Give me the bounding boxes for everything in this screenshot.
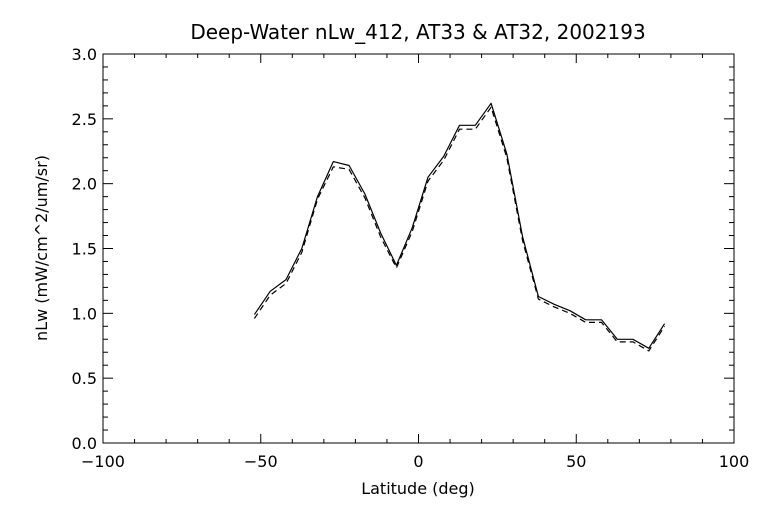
x-tick-label: 100 (719, 452, 750, 471)
series-line-dashed (253, 106, 666, 352)
x-axis-label: Latitude (deg) (361, 479, 475, 498)
chart-title: Deep-Water nLw_412, AT33 & AT32, 2002193 (190, 20, 645, 44)
y-tick-label: 0.5 (72, 369, 97, 388)
y-tick-label: 2.5 (72, 110, 97, 129)
y-tick-label: 0.0 (72, 434, 97, 453)
plot-area: −100 −50 0 50 100 0.0 0.5 1.0 1.5 2.0 2.5 3.0 (72, 45, 750, 471)
x-tick-label: 0 (413, 452, 423, 471)
y-tick-label: 1.0 (72, 304, 97, 323)
y-axis-label: nLw (mW/cm^2/um/sr) (32, 155, 51, 341)
y-tick-label: 3.0 (72, 45, 97, 64)
plot-frame (102, 53, 735, 444)
y-tick-label: 1.5 (72, 240, 97, 259)
x-tick-label: −50 (244, 452, 278, 471)
series-line-solid (253, 102, 666, 349)
x-tick-label: −100 (81, 452, 125, 471)
x-tick-label: 50 (566, 452, 586, 471)
y-tick-label: 2.0 (72, 175, 97, 194)
